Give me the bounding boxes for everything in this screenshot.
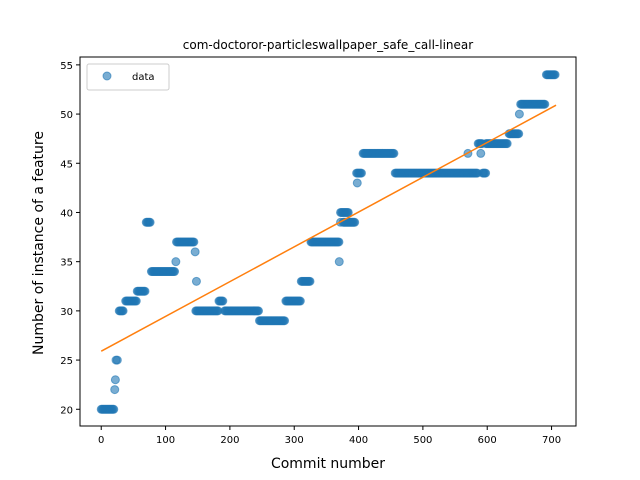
- data-point: [295, 296, 305, 306]
- y-tick-label: 55: [60, 61, 73, 72]
- legend: data: [86, 63, 170, 91]
- x-axis-label: Commit number: [271, 456, 385, 472]
- y-tick-label: 40: [60, 208, 73, 219]
- y-tick-label: 35: [60, 258, 73, 269]
- fit-line: [100, 104, 557, 352]
- x-tick-label: 500: [413, 435, 432, 446]
- y-axis-ticks: 20 25 30 35 40 45 50 55: [60, 61, 80, 416]
- y-tick-label: 30: [60, 307, 73, 318]
- x-tick-label: 0: [98, 435, 104, 446]
- data-point: [190, 247, 200, 257]
- data-point: [189, 237, 199, 247]
- x-axis-ticks: 0 100 200 300 400 500 600 700: [98, 426, 561, 446]
- y-tick-label: 45: [60, 159, 73, 170]
- data-point: [140, 286, 150, 296]
- legend-label-data: data: [132, 72, 155, 83]
- data-point: [118, 306, 128, 316]
- y-axis-label: Number of instance of a feature: [31, 131, 47, 355]
- data-point: [502, 139, 512, 149]
- x-tick-label: 400: [349, 435, 368, 446]
- data-point: [550, 70, 560, 80]
- data-point: [112, 355, 122, 365]
- data-point: [280, 316, 290, 326]
- data-point: [540, 99, 550, 109]
- data-point: [476, 148, 486, 158]
- data-point: [109, 404, 119, 414]
- data-point: [191, 276, 201, 286]
- legend-box: [86, 63, 170, 91]
- y-tick-label: 50: [60, 110, 73, 121]
- plot-area: [79, 56, 577, 427]
- x-tick-label: 600: [478, 435, 497, 446]
- data-point: [334, 237, 344, 247]
- data-point: [110, 375, 120, 385]
- y-tick-label: 20: [60, 405, 73, 416]
- data-point: [356, 168, 366, 178]
- chart-title: com-doctoror-particleswallpaper_safe_cal…: [183, 38, 473, 52]
- data-point: [343, 207, 353, 217]
- data-point: [131, 296, 141, 306]
- data-point: [254, 306, 264, 316]
- data-point: [170, 267, 180, 277]
- data-point: [218, 296, 228, 306]
- x-tick-label: 100: [156, 435, 175, 446]
- data-point: [334, 257, 344, 267]
- legend-marker: [102, 71, 112, 81]
- x-tick-label: 200: [220, 435, 239, 446]
- data-point: [389, 148, 399, 158]
- x-tick-label: 300: [285, 435, 304, 446]
- data-point: [145, 217, 155, 227]
- data-point: [514, 129, 524, 139]
- data-point: [171, 257, 181, 267]
- y-tick-label: 25: [60, 356, 73, 367]
- data-point: [352, 178, 362, 188]
- x-tick-label: 700: [542, 435, 561, 446]
- data-point: [110, 385, 120, 395]
- data-point: [481, 168, 491, 178]
- data-point: [514, 109, 524, 119]
- axes-frame: [79, 56, 577, 427]
- data-point: [305, 276, 315, 286]
- data-point: [350, 217, 360, 227]
